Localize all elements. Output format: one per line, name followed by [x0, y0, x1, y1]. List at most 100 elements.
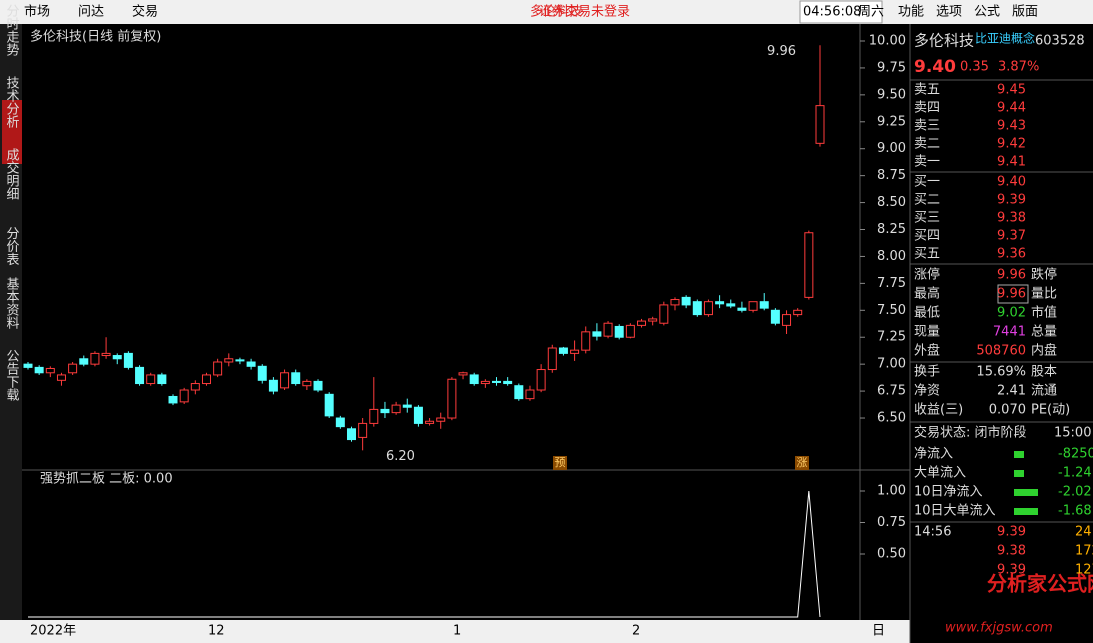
menu-item[interactable]: 问达: [78, 5, 104, 20]
sidebar-tab[interactable]: 分时走势: [4, 4, 20, 57]
candle-body: [56, 374, 66, 381]
quote-text: 9.39: [997, 525, 1026, 540]
quote-text: -1.24: [1058, 466, 1092, 481]
quote-text: -8250: [1058, 447, 1093, 462]
quote-text: 9.39: [997, 563, 1026, 578]
quote-text: 9.39: [997, 193, 1026, 208]
candle-body: [335, 417, 345, 428]
menu-item[interactable]: 功能: [898, 5, 924, 20]
candle-body: [447, 378, 457, 419]
sidebar-tab[interactable]: 基本资料: [4, 277, 20, 329]
candle-body: [358, 422, 368, 438]
candle-body: [681, 296, 691, 306]
flow-bar: [1014, 489, 1038, 496]
quote-text: 大单流入: [914, 466, 966, 481]
quote-text: 9.37: [997, 229, 1026, 244]
quote-text: 多伦科技: [914, 32, 974, 50]
y-tick-label: 0.50: [877, 547, 906, 562]
candle-body: [201, 374, 211, 385]
y-tick-label: 8.50: [877, 195, 906, 210]
sidebar-tab[interactable]: 成交明细: [4, 148, 20, 200]
candle-body: [514, 385, 524, 400]
x-axis-bar: [0, 620, 910, 643]
candle-body: [492, 380, 502, 383]
candle-body: [436, 417, 446, 422]
sidebar-tab[interactable]: 技术分析: [4, 76, 20, 128]
candle-body: [90, 352, 100, 365]
candle-body: [224, 358, 234, 363]
quote-text: 10日大单流入: [914, 504, 996, 519]
watermark-url: www.fxjgsw.com: [945, 621, 1053, 636]
y-tick-label: 8.75: [877, 168, 906, 183]
candle-body: [135, 366, 145, 385]
quote-text: 净流入: [914, 447, 953, 462]
candle-body: [503, 380, 513, 385]
quote-text: 卖五: [914, 83, 940, 98]
y-tick-label: 9.25: [877, 114, 906, 129]
menu-item[interactable]: 交易: [132, 4, 158, 20]
candle-body: [168, 395, 178, 404]
candle-body: [469, 374, 479, 385]
quote-text: 现量: [914, 325, 940, 340]
candle-body: [101, 352, 111, 357]
quote-text: 3.87%: [998, 60, 1039, 75]
candle-body: [45, 367, 55, 374]
candle-body: [782, 314, 792, 326]
candle-body: [235, 359, 245, 362]
x-tick-label: 2: [632, 624, 640, 639]
candle-body: [737, 307, 747, 311]
candle-body: [257, 365, 267, 381]
candle-body: [815, 105, 825, 144]
candle-body: [558, 347, 568, 354]
marker: 预: [555, 456, 566, 469]
y-tick-label: 9.75: [877, 60, 906, 75]
watermark-name: 分析家公式网: [987, 572, 1093, 596]
menu-item[interactable]: 公式: [974, 5, 1000, 20]
quote-text: 卖二: [914, 137, 940, 152]
sidebar-tab[interactable]: 公告下载: [4, 349, 20, 402]
candle-body: [157, 374, 167, 385]
candle-body: [123, 352, 133, 368]
candle-body: [726, 303, 736, 307]
menu-item[interactable]: 版面: [1012, 5, 1038, 20]
quote-text: 15:00: [1054, 426, 1091, 441]
quote-text: PE(动): [1031, 403, 1070, 418]
clock-box: [799, 0, 883, 24]
menu-item[interactable]: 市场: [24, 4, 50, 20]
candle-body: [313, 380, 323, 391]
quote-text: 9.43: [997, 119, 1026, 134]
y-tick-label: 10.00: [869, 34, 906, 49]
quote-text: 9.38: [997, 544, 1026, 559]
flow-bar: [1014, 451, 1024, 458]
quote-text: 14:56: [914, 525, 951, 540]
candle-body: [670, 299, 680, 306]
menu-item[interactable]: 选项: [936, 5, 962, 20]
candle-body: [79, 358, 89, 365]
candle-body: [637, 320, 647, 326]
quote-text: 9.44: [997, 101, 1026, 116]
flow-bar: [1014, 470, 1024, 477]
y-tick-label: 9.50: [877, 87, 906, 102]
candle-body: [112, 355, 122, 360]
sidebar-tab[interactable]: 分价表: [4, 227, 20, 266]
y-tick-label: 7.50: [877, 303, 906, 318]
marker-box: [553, 456, 567, 470]
quote-text: 买一: [914, 175, 940, 190]
quote-text: 市值: [1031, 305, 1057, 321]
candle-body: [402, 404, 412, 408]
x-tick-label: 12: [208, 624, 225, 639]
quote-text: 涨停: [914, 267, 940, 283]
y-tick-label: 7.00: [877, 357, 906, 372]
candle-body: [625, 324, 635, 338]
quote-text: 9.40: [997, 175, 1026, 190]
candle-body: [603, 322, 613, 337]
quote-text: 收益(三): [914, 403, 963, 418]
candle-body: [380, 408, 390, 414]
login-status: 证券交易未登录: [539, 4, 630, 20]
candle-body: [190, 383, 200, 391]
quote-text: 9.45: [997, 83, 1026, 98]
y-tick-label: 1.00: [877, 484, 906, 499]
candle-body: [425, 420, 435, 424]
candle-body: [581, 331, 591, 351]
y-tick-label: 7.25: [877, 330, 906, 345]
